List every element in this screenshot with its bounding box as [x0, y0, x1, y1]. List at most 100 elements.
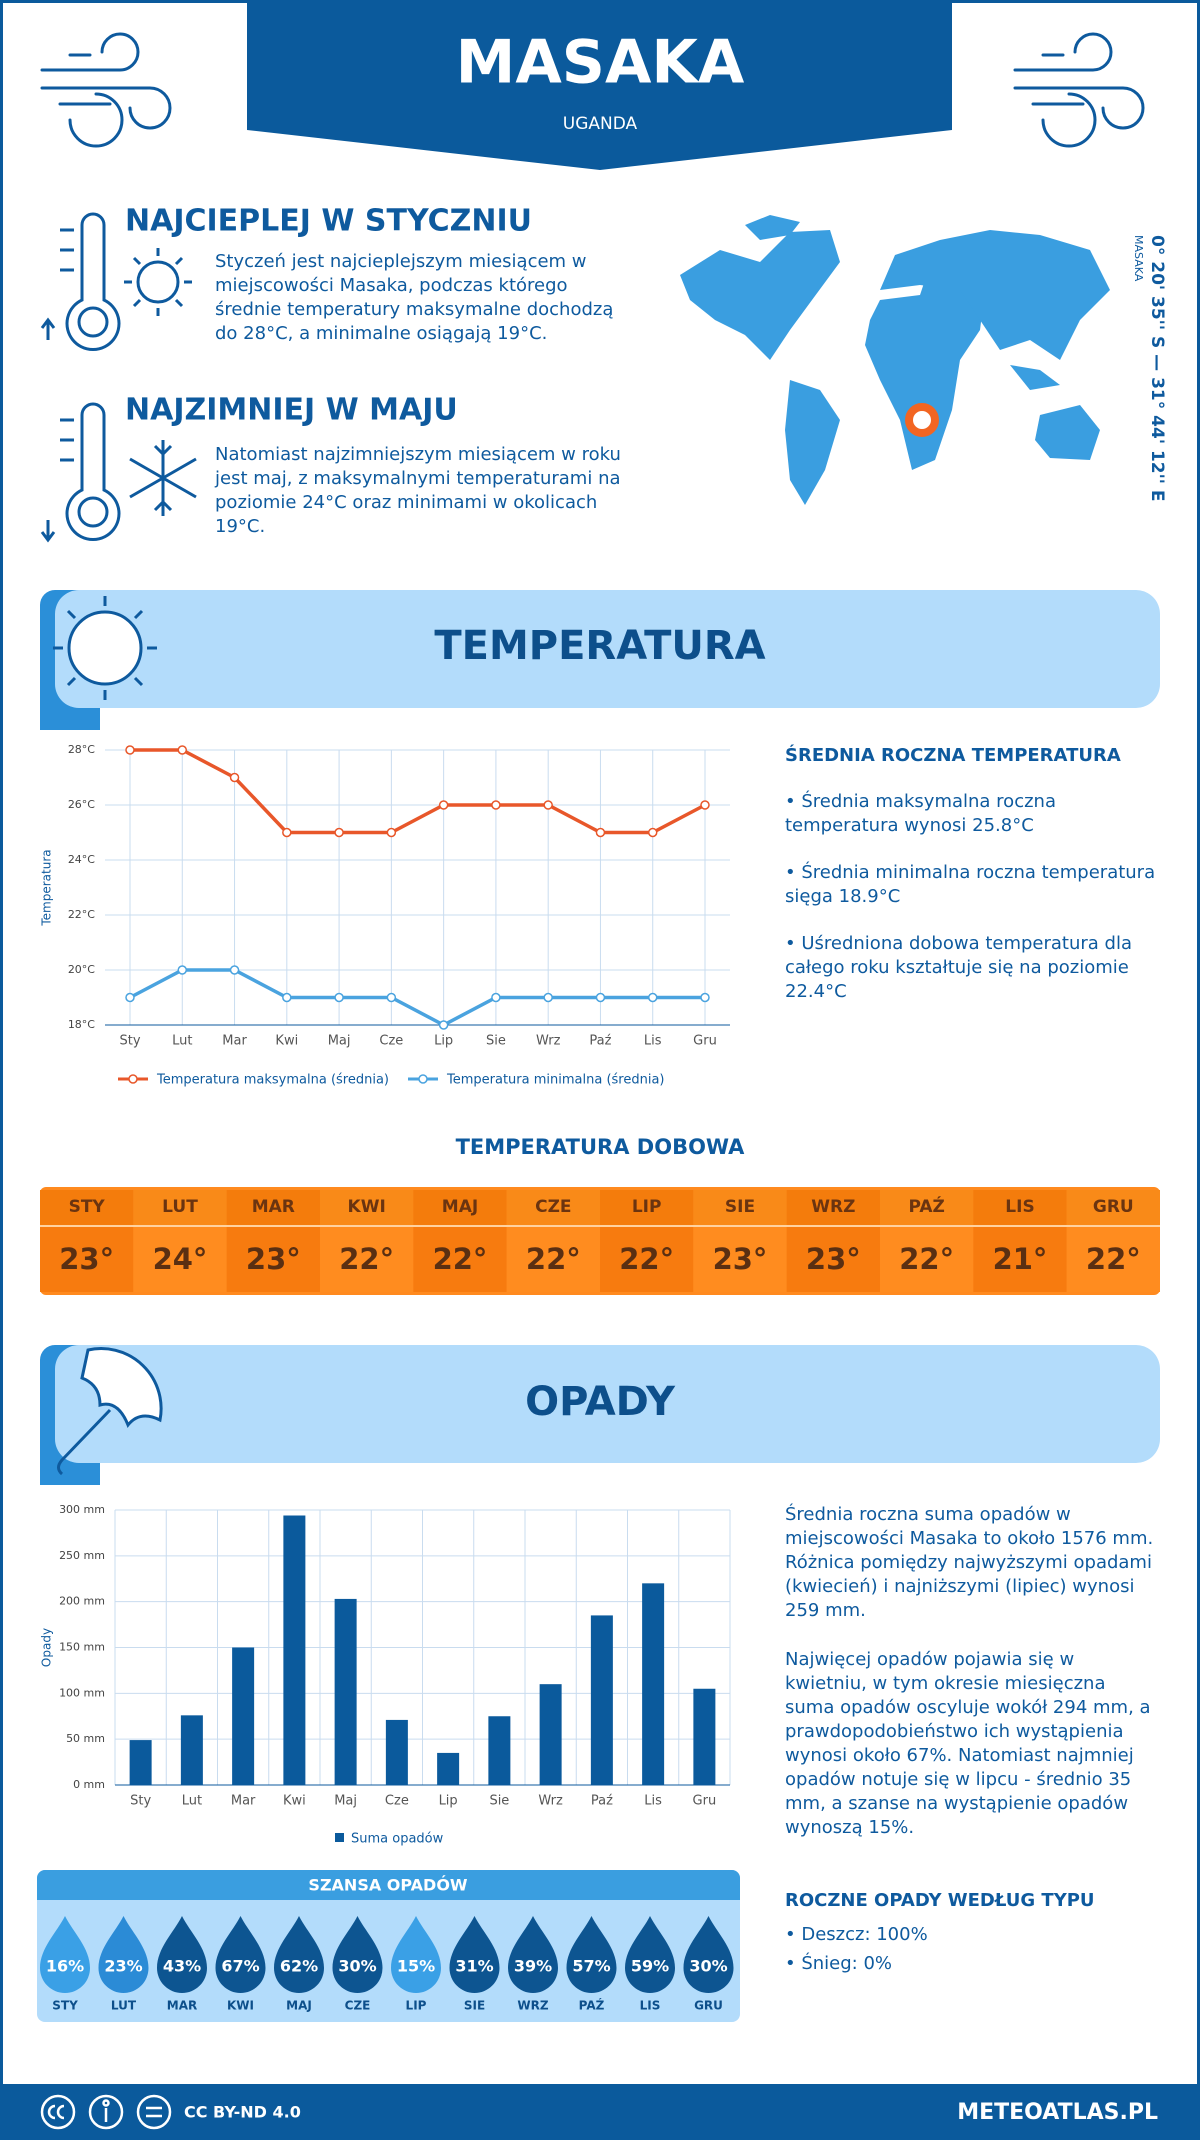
point	[282, 992, 292, 1003]
y-tick-label: 300 mm	[59, 1503, 105, 1516]
stats-item: • Średnia maksymalna roczna temperatura …	[785, 791, 1056, 836]
line-series	[130, 748, 706, 835]
drop-label: 23%	[104, 1957, 142, 1976]
coordinates: 0° 20' 35'' S — 31° 44' 12'' E	[1147, 235, 1167, 502]
drop-label: 31%	[455, 1957, 493, 1976]
y-tick-label: 20°C	[68, 963, 95, 976]
x-tick-label: Wrz	[536, 1034, 561, 1049]
y-tick-label: 26°C	[68, 798, 95, 811]
drop-month: PAŹ	[579, 1998, 605, 2013]
coldest-title: NAJZIMNIEJ W MAJU	[125, 393, 458, 428]
drop-label: 59%	[631, 1957, 669, 1976]
table-value: 22°	[899, 1242, 954, 1276]
drop	[683, 1916, 734, 1993]
x-tick-label: Mar	[231, 1794, 256, 1809]
banner-sun	[53, 596, 157, 700]
bar	[180, 1715, 203, 1785]
table-cell	[226, 1227, 320, 1292]
point	[647, 992, 658, 1003]
point	[491, 800, 501, 810]
drop-month: WRZ	[517, 1999, 548, 2013]
drop	[508, 1916, 558, 1993]
table-cell	[40, 1227, 134, 1292]
warmest-text: Styczeń jest najcieplejszym miesiącem w …	[215, 251, 614, 344]
y-tick-label: 0 mm	[73, 1778, 105, 1791]
x-tick-label: Sie	[489, 1794, 509, 1809]
point	[229, 965, 240, 975]
table-value: 23°	[806, 1242, 861, 1276]
point	[647, 827, 658, 838]
x-tick-label: Sie	[486, 1034, 506, 1049]
bar	[488, 1716, 511, 1785]
precipitation-text: Najwięcej opadów pojawia się w kwietniu,…	[785, 1649, 1151, 1838]
table-head-cell	[506, 1190, 600, 1225]
table-head-cell	[786, 1190, 880, 1225]
license: CC BY-ND 4.0	[184, 2103, 301, 2122]
legend-label: Temperatura maksymalna (średnia)	[156, 1073, 389, 1088]
bar	[334, 1598, 357, 1785]
table-value: 24°	[153, 1242, 208, 1276]
point	[177, 965, 188, 975]
stats-heading: ŚREDNIA ROCZNA TEMPERATURA	[785, 745, 1121, 766]
drop	[391, 1916, 441, 1993]
point	[177, 745, 188, 755]
table-month: STY	[69, 1197, 106, 1217]
table-month: GRU	[1093, 1197, 1134, 1217]
table-month: PAŹ	[908, 1195, 944, 1217]
table-month: LUT	[162, 1197, 198, 1217]
x-tick-label: Sty	[130, 1794, 151, 1809]
point	[229, 772, 240, 783]
drop-label: 62%	[280, 1957, 318, 1976]
drop-month: MAJ	[286, 1999, 312, 2013]
stats-item: • Uśredniona dobowa temperatura dla całe…	[785, 933, 1133, 1002]
point	[125, 992, 135, 1003]
drop-month: GRU	[694, 1999, 723, 2013]
table-cell	[133, 1227, 227, 1292]
x-tick-label: Wrz	[538, 1794, 563, 1809]
point	[438, 800, 449, 810]
table-head-cell	[133, 1190, 227, 1225]
license-icons	[40, 2094, 172, 2130]
y-tick-label: 150 mm	[59, 1641, 105, 1654]
y-tick-label: 24°C	[68, 853, 95, 866]
x-tick-label: Maj	[328, 1034, 351, 1049]
legend-point	[418, 1074, 428, 1084]
drop	[449, 1916, 500, 1993]
bar	[590, 1615, 613, 1785]
sun-icon	[124, 248, 192, 316]
x-tick-label: Kwi	[275, 1034, 298, 1049]
precipitation-text: Średnia roczna suma opadów w miejscowośc…	[785, 1504, 1154, 1621]
point	[438, 1020, 449, 1030]
y-tick-label: 18°C	[68, 1018, 95, 1031]
table-head-cell	[600, 1190, 694, 1225]
warmest-title: NAJCIEPLEJ W STYCZNIU	[125, 204, 532, 239]
table-head-cell	[1066, 1190, 1160, 1225]
world-map	[680, 215, 1110, 505]
table-head-cell	[320, 1190, 414, 1225]
table-value: 22°	[526, 1242, 581, 1276]
y-tick-label: 22°C	[68, 908, 95, 921]
table-month: CZE	[535, 1197, 571, 1217]
point	[595, 827, 606, 838]
site: METEOATLAS.PL	[957, 2100, 1158, 2125]
header-banner	[247, 0, 952, 170]
drop	[157, 1916, 207, 1993]
x-tick-label: Sty	[119, 1034, 140, 1049]
table-head-cell	[40, 1190, 134, 1225]
drop	[566, 1916, 617, 1993]
table-month: SIE	[725, 1197, 755, 1217]
table-month: MAR	[252, 1197, 295, 1217]
city-title: MASAKA	[456, 28, 745, 98]
drop-label: 43%	[163, 1957, 201, 1976]
x-tick-label: Lis	[644, 1034, 662, 1049]
table-value: 22°	[1086, 1242, 1141, 1276]
line-series	[129, 968, 705, 1027]
x-tick-label: Kwi	[283, 1794, 306, 1809]
x-tick-label: Gru	[693, 1034, 717, 1049]
table-cell	[600, 1227, 694, 1292]
drop-month: LIS	[640, 1999, 661, 2013]
table-cell	[1066, 1227, 1160, 1292]
map-place: MASAKA	[1132, 235, 1145, 282]
